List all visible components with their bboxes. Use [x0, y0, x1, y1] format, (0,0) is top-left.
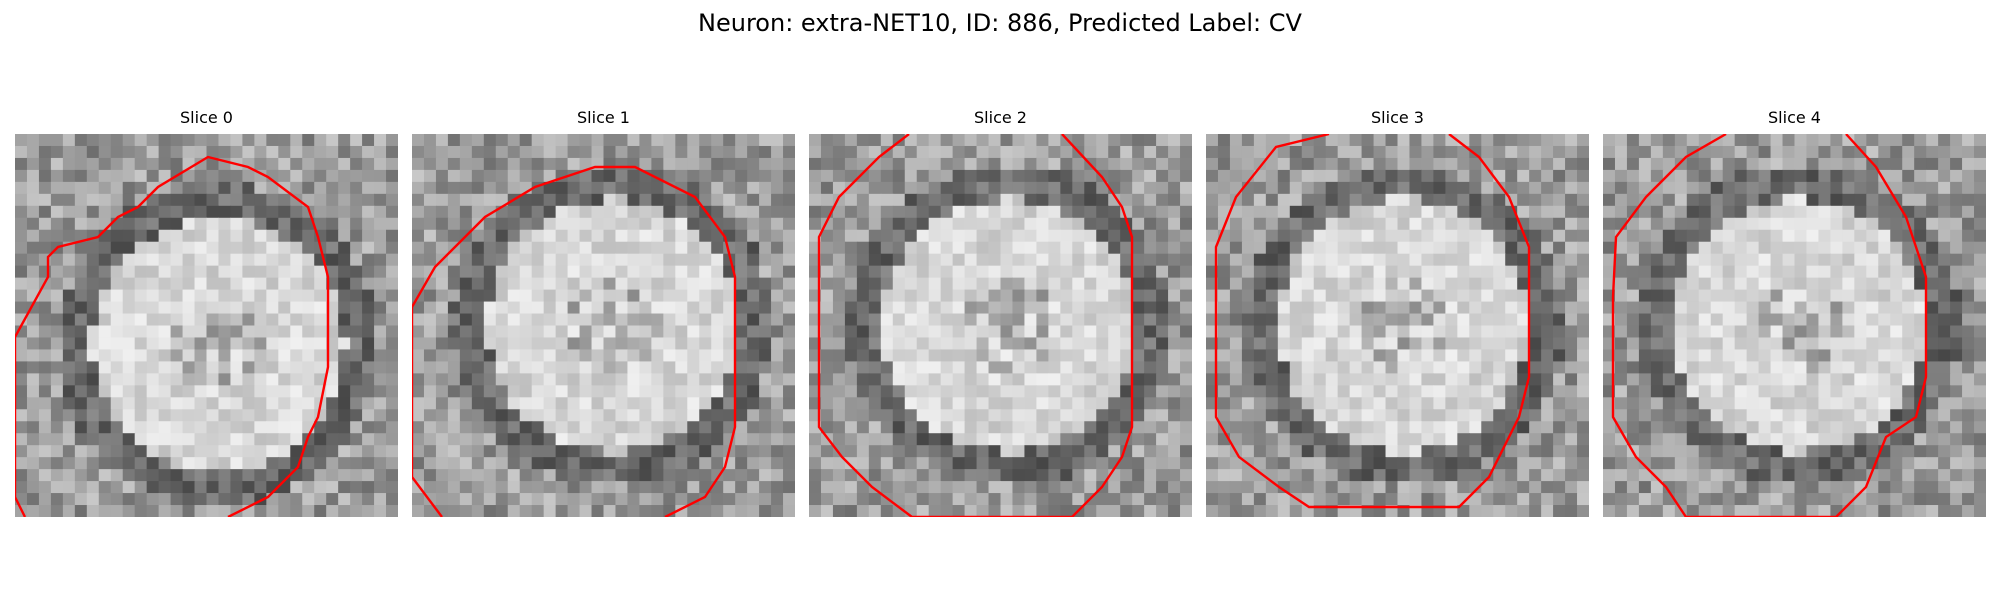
- micrograph-svg: [809, 134, 1192, 517]
- segmentation-contour: [15, 155, 330, 517]
- figure-title: Neuron: extra-NET10, ID: 886, Predicted …: [698, 9, 1302, 37]
- slice-title: Slice 2: [974, 108, 1027, 127]
- slice-panel-2: Slice 2: [809, 108, 1192, 520]
- segmentation-contour: [1214, 134, 1531, 509]
- micrograph-svg: [1603, 134, 1986, 517]
- slice-image: [1206, 134, 1589, 517]
- slice-title: Slice 3: [1371, 108, 1424, 127]
- slice-panel-3: Slice 3: [1206, 108, 1589, 520]
- slice-image: [809, 134, 1192, 517]
- slice-panel-0: Slice 0: [15, 108, 398, 520]
- micrograph-svg: [1206, 134, 1589, 517]
- slice-title: Slice 4: [1768, 108, 1821, 127]
- micrograph-svg: [412, 134, 795, 517]
- micrograph-svg: [15, 134, 398, 517]
- slice-image: [1603, 134, 1986, 517]
- segmentation-contour: [412, 165, 737, 517]
- segmentation-contour: [817, 134, 1134, 517]
- slice-panel-4: Slice 4: [1603, 108, 1986, 520]
- slice-title: Slice 0: [180, 108, 233, 127]
- slice-title: Slice 1: [577, 108, 630, 127]
- segmentation-contour: [1611, 134, 1928, 517]
- slice-image: [412, 134, 795, 517]
- slice-panel-1: Slice 1: [412, 108, 795, 520]
- slice-image: [15, 134, 398, 517]
